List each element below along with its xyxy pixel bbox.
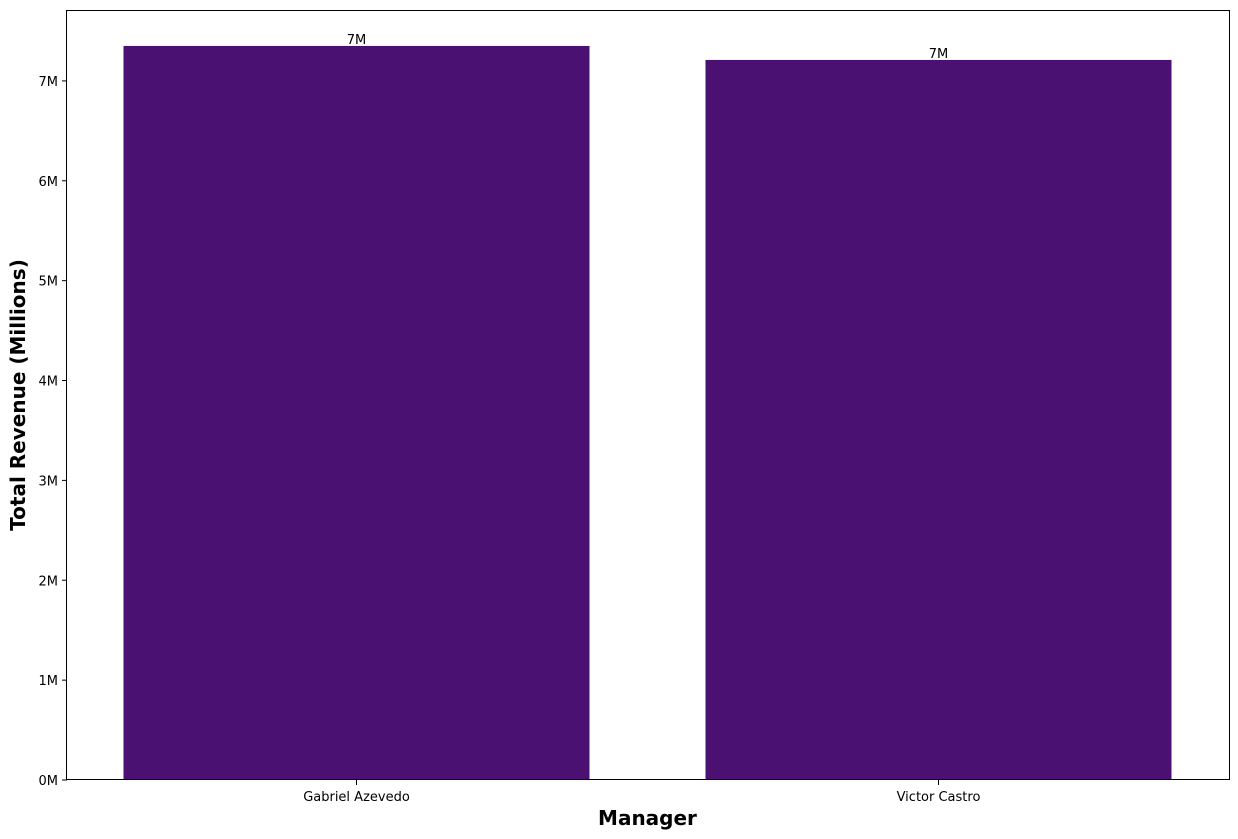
y-tick-label-3: 3M [39,474,59,489]
x-axis: Gabriel Azevedo Victor Castro [303,780,980,805]
x-tick-label-0: Gabriel Azevedo [303,790,410,805]
y-tick-label-6: 6M [39,175,59,190]
y-axis-title: Total Revenue (Millions) [6,259,30,531]
plot-frame [66,10,1230,780]
data-label-0: 7M [347,33,367,48]
bars-group [123,45,1172,781]
y-tick-label-7: 7M [39,75,59,90]
x-axis-title: Manager [598,806,697,830]
y-tick-label-0: 0M [39,774,59,789]
bar-1 [705,59,1172,781]
data-label-1: 7M [929,47,949,62]
x-tick-label-1: Victor Castro [897,790,981,805]
y-tick-label-2: 2M [39,574,59,589]
y-tick-label-4: 4M [39,375,59,390]
y-axis: 0M 1M 2M 3M 4M 5M 6M 7M [39,75,67,789]
data-labels-group: 7M 7M [347,33,949,62]
bar-0 [123,45,590,781]
y-tick-label-5: 5M [39,275,59,290]
y-tick-label-1: 1M [39,674,59,689]
